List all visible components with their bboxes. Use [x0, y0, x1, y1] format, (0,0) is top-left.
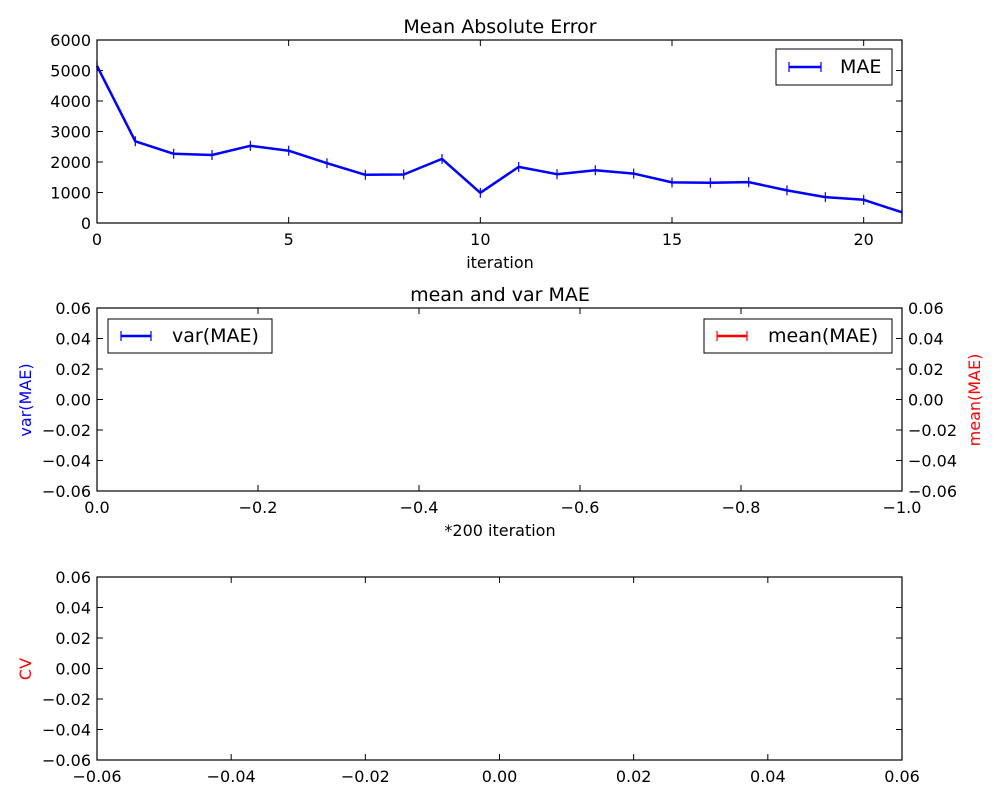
y-tick-label: 0.04 — [55, 330, 91, 349]
y-tick-label-right: −0.04 — [908, 452, 957, 471]
y-tick-label: 0 — [81, 214, 91, 233]
y-tick-label-right: 0.00 — [908, 391, 944, 410]
x-tick-label: −1.0 — [883, 498, 922, 517]
chart-mean-var: mean and var MAE −0.06 −0.04 −0.02 0.00 0.02… — [16, 284, 984, 540]
y-tick-label: 0.00 — [55, 391, 91, 410]
y-tick-label: −0.06 — [42, 751, 91, 770]
chart-mae-legend: MAE — [775, 48, 893, 86]
x-tick-label: 0.02 — [616, 767, 652, 786]
y-tick-label: −0.04 — [42, 452, 91, 471]
chart-mae-title: Mean Absolute Error — [403, 16, 596, 38]
y-tick-label: 3000 — [50, 123, 91, 142]
y-tick-label: 2000 — [50, 153, 91, 172]
y-tick-label-right: 0.02 — [908, 360, 944, 379]
legend-var-mae-label: var(MAE) — [172, 325, 259, 347]
x-tick-label: 0.00 — [482, 767, 518, 786]
chart-cv-ylabel: CV — [16, 658, 35, 680]
chart-mean-var-right-ylabel: mean(MAE) — [965, 354, 984, 447]
y-tick-label: 5000 — [50, 62, 91, 81]
legend-var-mae: var(MAE) — [107, 318, 273, 354]
legend-mean-mae: mean(MAE) — [703, 318, 893, 354]
x-tick-label: −0.4 — [400, 498, 439, 517]
x-tick-label: 0 — [92, 230, 102, 249]
y-tick-label: −0.02 — [42, 421, 91, 440]
y-tick-label: 0.06 — [55, 299, 91, 318]
y-tick-label: −0.06 — [42, 482, 91, 501]
chart-mae-frame — [96, 39, 903, 224]
y-tick-label: 4000 — [50, 92, 91, 111]
x-tick-label: −0.02 — [341, 767, 390, 786]
chart-cv: −0.06−0.04−0.020.000.020.040.06 −0.06 −0.… — [16, 568, 920, 786]
x-tick-label: −0.04 — [207, 767, 256, 786]
x-tick-label: −0.2 — [239, 498, 278, 517]
chart-mean-var-right-y-ticks: −0.06 −0.04 −0.02 0.00 0.02 0.04 0.06 — [896, 299, 957, 501]
legend-mae-label: MAE — [840, 56, 881, 78]
chart-mean-var-frame — [96, 307, 903, 492]
x-tick-label: 0.04 — [750, 767, 786, 786]
x-tick-label: 10 — [470, 230, 490, 249]
y-tick-label-right: 0.04 — [908, 330, 944, 349]
chart-mae: Mean Absolute Error 01000200030004000500… — [50, 16, 903, 272]
x-tick-label: 5 — [284, 230, 294, 249]
y-tick-label: 1000 — [50, 184, 91, 203]
legend-mean-mae-label: mean(MAE) — [768, 325, 878, 347]
x-tick-label: 0.0 — [84, 498, 109, 517]
chart-cv-y-ticks: −0.06 −0.04 −0.02 0.00 0.02 0.04 0.06 — [42, 568, 902, 770]
x-tick-label: 20 — [853, 230, 873, 249]
y-tick-label-right: −0.02 — [908, 421, 957, 440]
mae-series-line — [95, 65, 903, 214]
chart-cv-x-ticks: −0.06 −0.04 −0.02 0.00 0.02 0.04 0.06 — [72, 577, 920, 786]
chart-cv-frame — [96, 576, 903, 761]
chart-mean-var-title: mean and var MAE — [410, 284, 590, 306]
chart-mae-y-ticks: 0 1000 2000 3000 4000 5000 6000 — [50, 31, 902, 233]
chart-mae-x-ticks: 0 5 10 15 20 — [92, 40, 874, 249]
y-tick-label: 0.02 — [55, 360, 91, 379]
y-tick-label: 0.00 — [55, 660, 91, 679]
y-tick-label: 0.04 — [55, 599, 91, 618]
chart-mean-var-x-ticks: 0.0 −0.2 −0.4 −0.6 −0.8 −1.0 — [84, 308, 921, 517]
x-tick-label: 0.06 — [884, 767, 920, 786]
y-tick-label: 0.02 — [55, 629, 91, 648]
y-tick-label-right: −0.06 — [908, 482, 957, 501]
y-tick-label: 6000 — [50, 31, 91, 50]
chart-mean-var-left-y-ticks: −0.06 −0.04 −0.02 0.00 0.02 0.04 0.06 — [42, 299, 103, 501]
x-tick-label: −0.8 — [722, 498, 761, 517]
x-tick-label: 15 — [662, 230, 682, 249]
y-tick-label: −0.04 — [42, 721, 91, 740]
chart-mae-xlabel: iteration — [466, 253, 534, 272]
x-tick-label: −0.06 — [72, 767, 121, 786]
x-tick-label: −0.6 — [561, 498, 600, 517]
y-tick-label-right: 0.06 — [908, 299, 944, 318]
chart-mean-var-xlabel: *200 iteration — [444, 521, 555, 540]
y-tick-label: −0.02 — [42, 690, 91, 709]
y-tick-label: 0.06 — [55, 568, 91, 587]
chart-mean-var-left-ylabel: var(MAE) — [16, 363, 35, 436]
